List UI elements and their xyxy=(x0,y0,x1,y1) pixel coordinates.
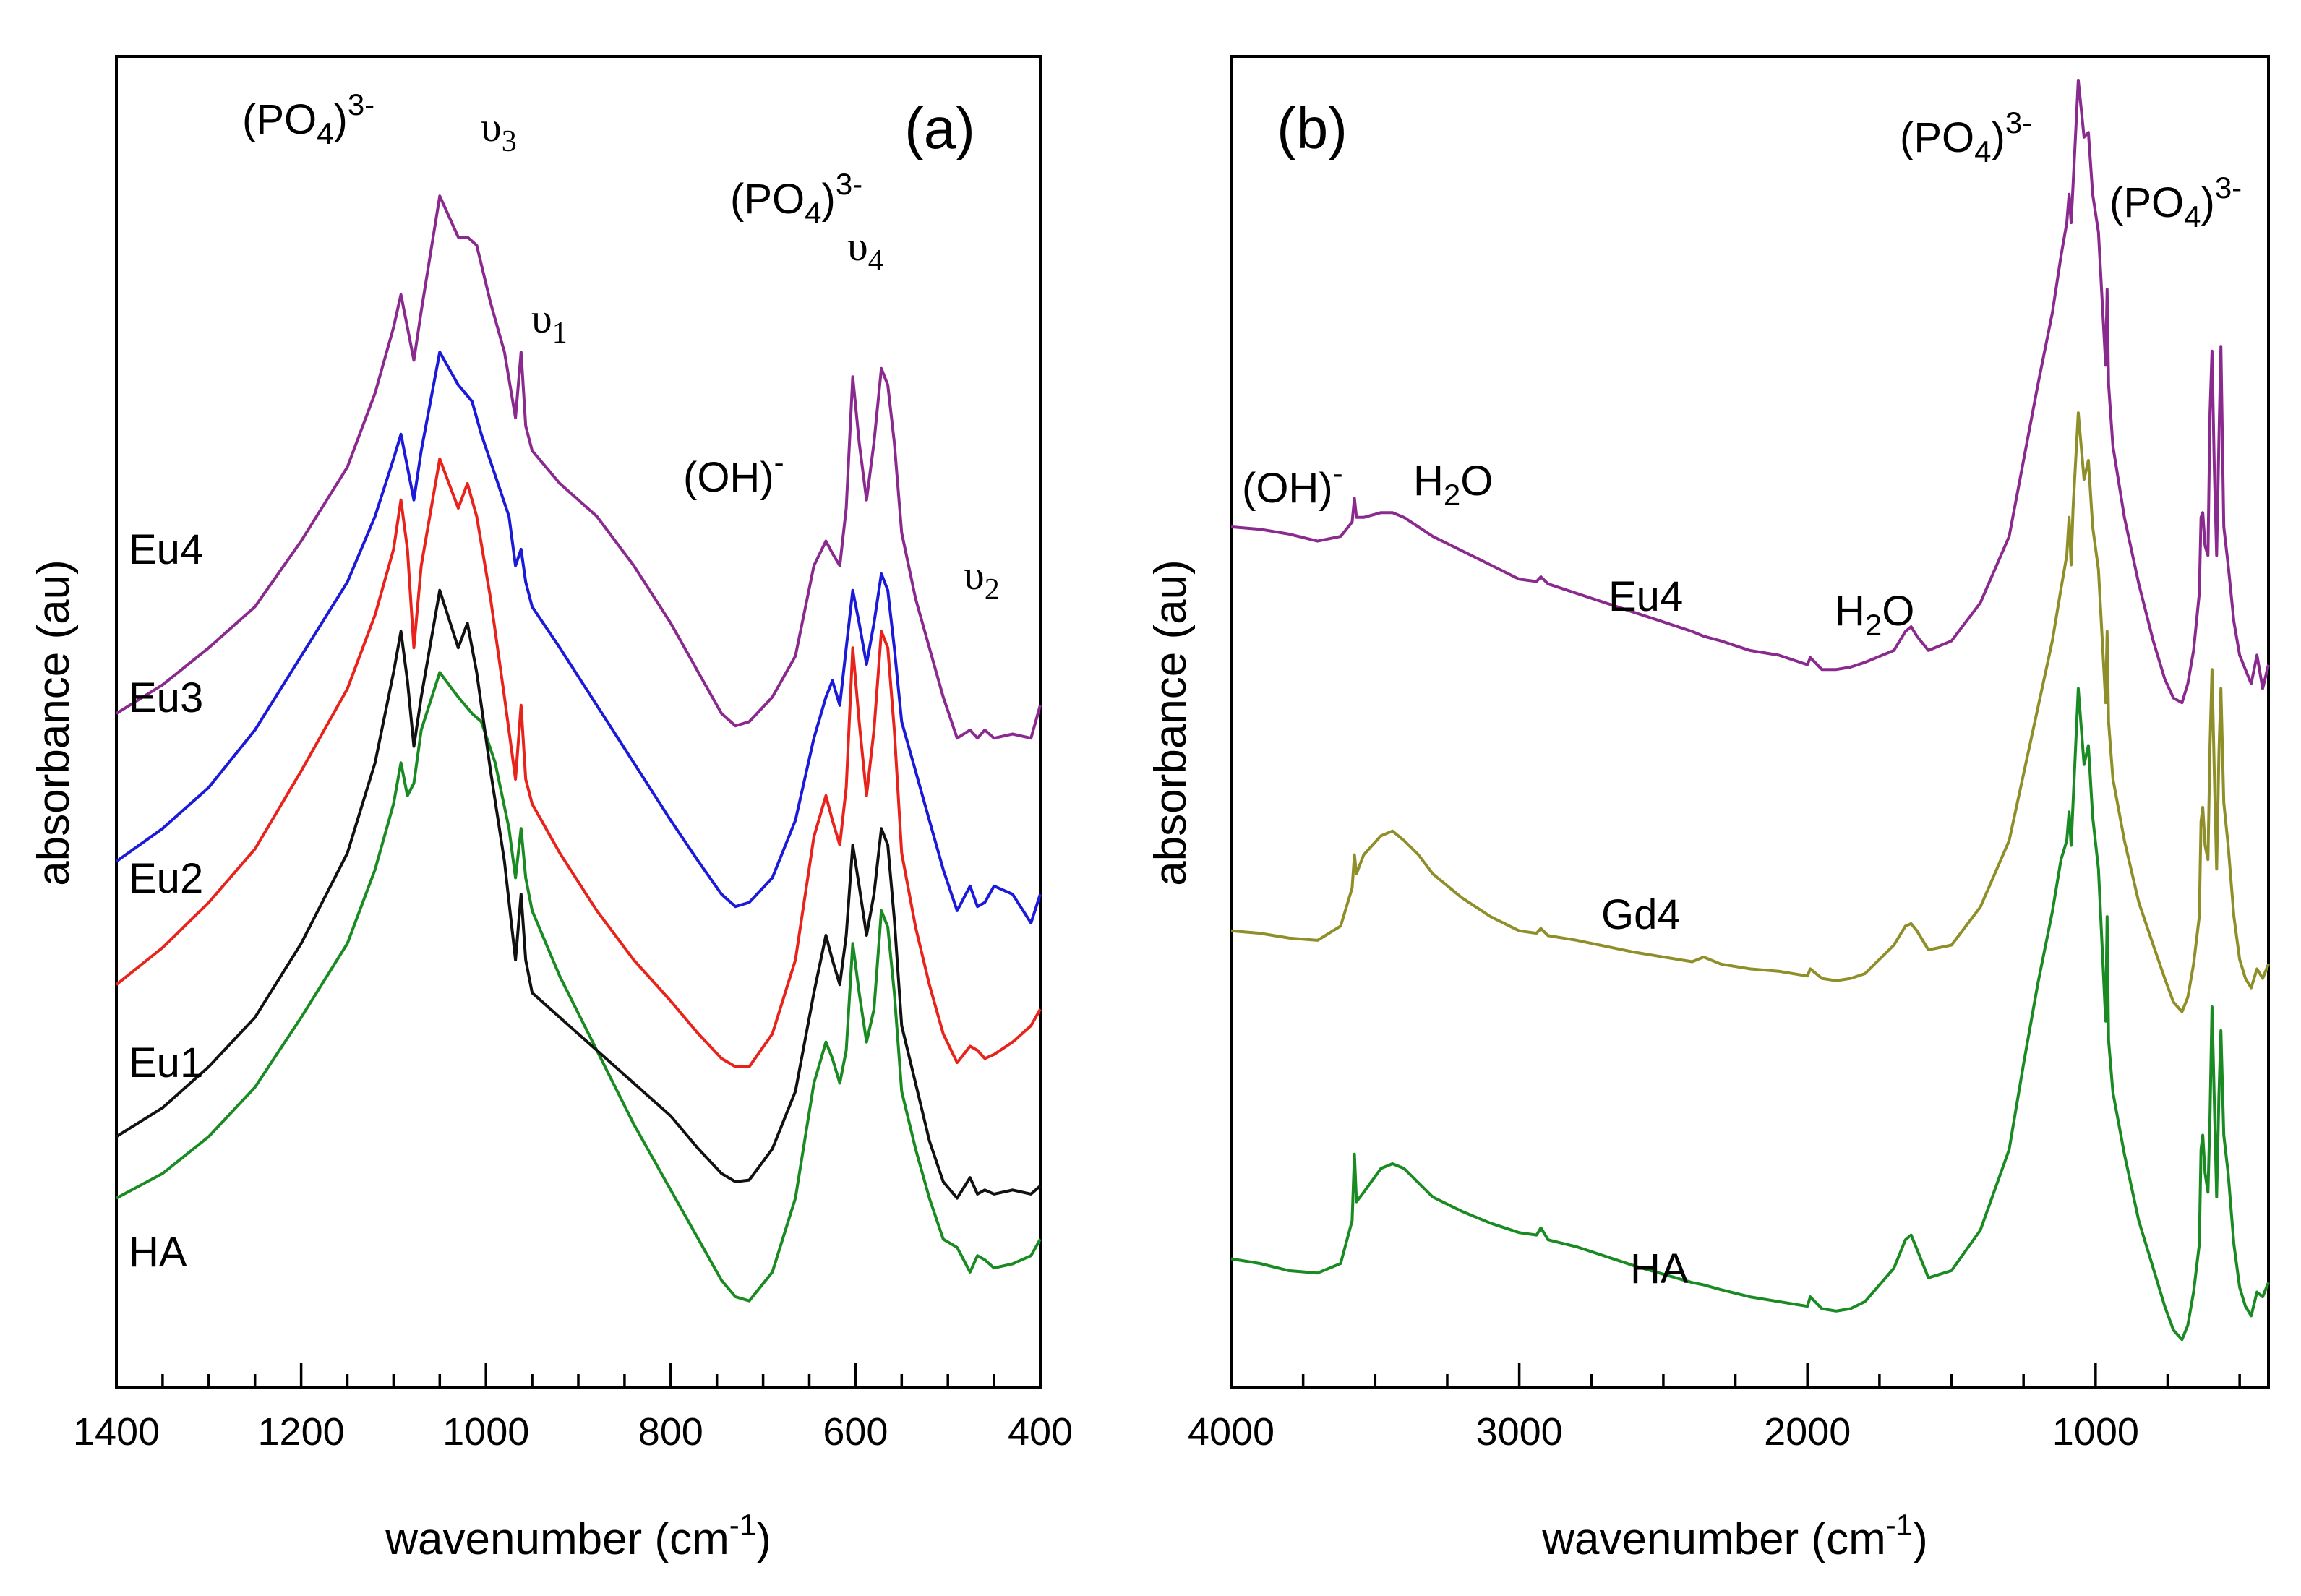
annotation-v2: υ2 xyxy=(964,552,1000,606)
series-label-eu3: Eu3 xyxy=(129,674,203,721)
series-label-gd4: Gd4 xyxy=(1601,891,1681,938)
panel-b: 4000 3000 2000 1000 (b) Eu4 Gd4 HA (OH)- H2… xyxy=(1146,55,2270,1564)
annotation-v3: υ3 xyxy=(481,103,517,158)
series-label-ha-b: HA xyxy=(1630,1245,1689,1292)
x-tick-label: 1200 xyxy=(258,1410,345,1454)
plot-frame-b xyxy=(1230,55,2270,1389)
series-label-ha: HA xyxy=(129,1229,187,1276)
x-axis-ticks-b: 4000 3000 2000 1000 xyxy=(1188,1363,2241,1454)
series-label-eu4-b: Eu4 xyxy=(1608,573,1683,620)
spectrum-line-eu1 xyxy=(115,588,1042,1200)
annotation-oh-b: (OH)- xyxy=(1242,456,1343,512)
x-axis-label-b: wavenumber (cm-1) xyxy=(1541,1508,1928,1564)
y-axis-label-a: absorbance (au) xyxy=(29,559,79,886)
annotation-v4: υ4 xyxy=(847,223,883,278)
annotation-po4-a: (PO4)3- xyxy=(1900,106,2032,168)
spectra-b xyxy=(1230,78,2270,1342)
spectra-a xyxy=(115,194,1042,1303)
annotation-po4-v4: (PO4)3- xyxy=(730,167,862,230)
panel-label-a: (a) xyxy=(904,96,975,160)
series-label-eu4: Eu4 xyxy=(129,526,203,573)
x-axis-label-a: wavenumber (cm-1) xyxy=(385,1508,771,1564)
annotation-h2o-mid: H2O xyxy=(1835,588,1914,642)
x-tick-label: 1400 xyxy=(73,1410,160,1454)
spectrum-line-ha xyxy=(116,671,1042,1303)
spectrum-line-gd4 xyxy=(1230,411,2270,1013)
series-label-eu2: Eu2 xyxy=(129,855,203,902)
annotation-h2o-left: H2O xyxy=(1413,458,1493,512)
spectrum-line-eu4 xyxy=(115,194,1042,740)
panel-a: 1400 1200 1000 800 600 400 (a) Eu4 Eu3 Eu2 Eu… xyxy=(29,55,1073,1564)
x-tick-label: 1000 xyxy=(442,1410,529,1454)
annotation-po4-v3: (PO4)3- xyxy=(242,87,374,150)
x-tick-label: 4000 xyxy=(1188,1410,1274,1454)
annotation-po4-b: (PO4)3- xyxy=(2109,171,2242,233)
series-label-eu1: Eu1 xyxy=(129,1039,203,1086)
panel-label-b: (b) xyxy=(1277,96,1347,160)
x-tick-label: 600 xyxy=(823,1410,888,1454)
spectrum-line-eu3 xyxy=(115,351,1042,924)
annotation-v1: υ1 xyxy=(531,295,567,350)
x-tick-label: 3000 xyxy=(1476,1410,1563,1454)
spectrum-line-eu4 xyxy=(1230,78,2270,705)
y-axis-label-b: absorbance (au) xyxy=(1146,559,1196,886)
spectrum-line-ha xyxy=(1230,687,2270,1342)
x-tick-label: 1000 xyxy=(2052,1410,2139,1454)
spectrum-line-eu2 xyxy=(115,457,1042,1068)
x-tick-label: 800 xyxy=(638,1410,703,1454)
x-axis-ticks-a: 1400 1200 1000 800 600 400 xyxy=(73,1363,1073,1454)
annotation-oh-a: (OH)- xyxy=(683,445,784,501)
x-tick-label: 2000 xyxy=(1764,1410,1851,1454)
x-tick-label: 400 xyxy=(1008,1410,1073,1454)
